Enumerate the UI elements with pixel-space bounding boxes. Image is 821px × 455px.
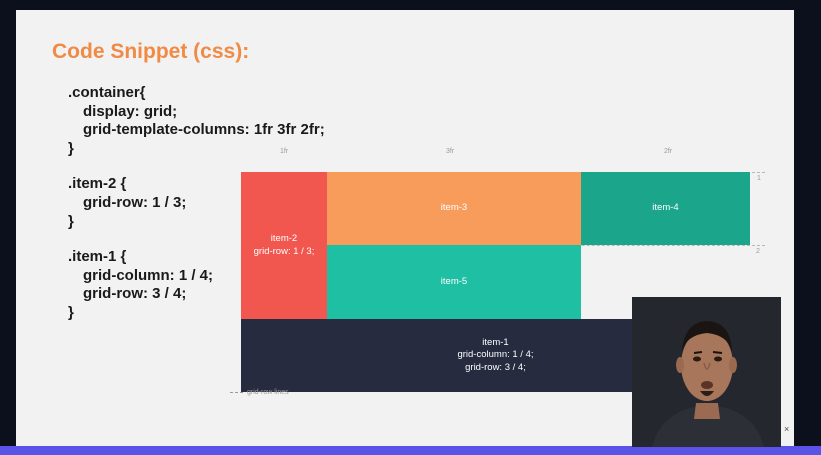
grid-item-3: item-3 [327,172,581,245]
column-size-label: 3fr [446,148,455,155]
close-icon: × [784,424,790,434]
code-snippet: .container{display: grid; grid-template-c… [68,84,325,323]
row-line-number: 2 [756,248,760,255]
code-line: .item-2 { [68,175,127,193]
grid-item-4: item-4 [581,172,750,245]
code-line: } [68,303,74,321]
legend-label: grid-row lines [247,389,289,396]
item-label: item-2 [270,233,298,244]
code-line: grid-row: 1 / 3; [83,193,187,211]
item-label: item-4 [652,202,679,214]
item-label: item-1 [482,336,509,348]
code-line: } [68,212,74,230]
item-label: item-3 [440,202,468,214]
code-line: } [68,139,74,157]
item-rule: grid-row: 1 / 3; [253,245,315,257]
grid-row-lines-legend: grid-row lines [230,389,289,396]
code-line: .item-1 { [68,248,127,266]
presenter-webcam [632,297,781,447]
grid-item-5: item-5 [327,245,581,319]
code-line: .container{ [68,84,146,101]
slide-title: Code Snippet (css): [52,40,250,63]
presenter-video-icon [632,297,781,447]
item-label: item-5 [440,275,468,287]
row-line-number: 1 [757,175,761,182]
code-line: grid-template-columns: 1fr 3fr 2fr; [83,121,325,139]
code-line: display: grid; [83,102,178,120]
column-size-label: 1fr [280,148,289,155]
bottom-progress-bar [0,446,821,455]
item-rule: grid-row: 3 / 4; [465,361,526,373]
code-line: grid-row: 3 / 4; [83,285,187,303]
item-rule: grid-column: 1 / 4; [457,349,534,361]
code-line: grid-column: 1 / 4; [83,266,214,284]
grid-item-2: item-2 grid-row: 1 / 3; [241,172,327,319]
column-size-label: 2fr [664,148,673,155]
dashed-line-icon [230,391,243,393]
